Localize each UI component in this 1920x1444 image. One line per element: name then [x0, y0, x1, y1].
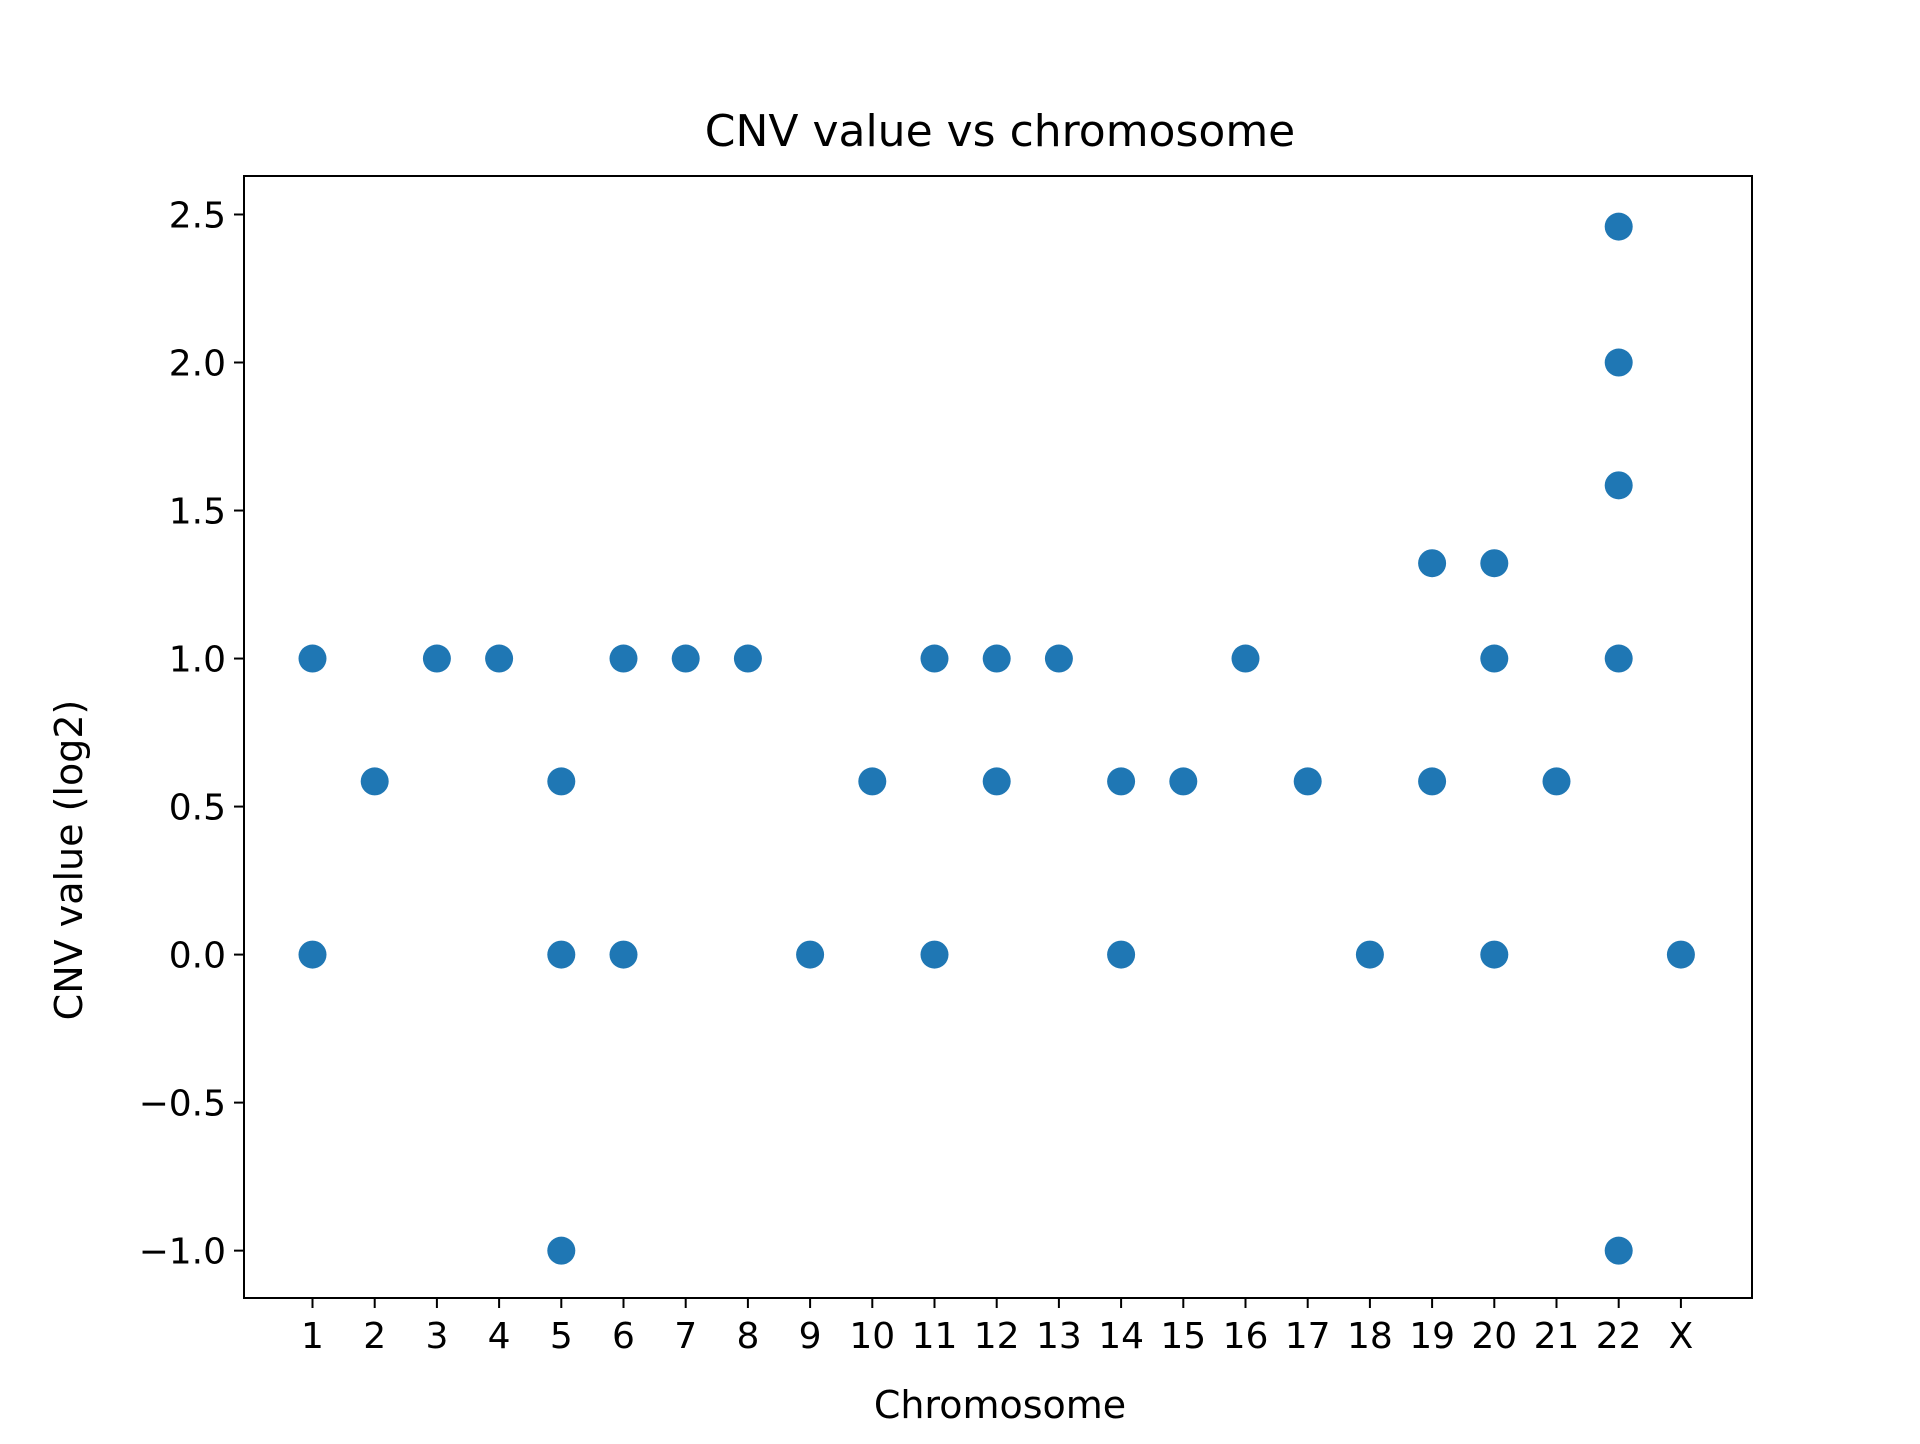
data-point [1480, 644, 1509, 673]
x-tick-label: 17 [1285, 1316, 1331, 1357]
data-point [1604, 644, 1633, 673]
x-tick-label: 20 [1471, 1316, 1517, 1357]
data-point [1418, 549, 1447, 578]
data-point [1107, 940, 1136, 969]
x-tick-label: 2 [363, 1316, 386, 1357]
x-tick-label: 8 [736, 1316, 759, 1357]
data-point [547, 940, 576, 969]
data-point [1480, 549, 1509, 578]
data-point [1231, 644, 1260, 673]
data-point [858, 767, 887, 796]
x-tick-label: 14 [1098, 1316, 1144, 1357]
data-point [920, 644, 949, 673]
x-axis-label: Chromosome [874, 1383, 1126, 1427]
data-point [422, 644, 451, 673]
y-tick-label: 0.5 [169, 788, 226, 829]
y-tick-label: 2.0 [169, 344, 226, 385]
x-tick-label: 22 [1596, 1316, 1642, 1357]
x-tick-label: 15 [1160, 1316, 1206, 1357]
data-point [1355, 940, 1384, 969]
plot-area-frame [243, 175, 1753, 1299]
x-axis-ticks: 1 2 3 4 5 6 7 8 9 10 11 12 13 14 15 16 17 18 19 20 21 22 X [301, 1298, 1693, 1357]
y-tick-label: −1.0 [139, 1232, 226, 1273]
x-tick-label: 13 [1036, 1316, 1082, 1357]
x-tick-label: 11 [912, 1316, 958, 1357]
data-point [298, 644, 327, 673]
data-point [1293, 767, 1322, 796]
y-tick-label: 1.0 [169, 640, 226, 681]
x-tick-label: 6 [612, 1316, 635, 1357]
data-points [298, 212, 1695, 1265]
x-tick-label: 10 [849, 1316, 895, 1357]
data-point [609, 644, 638, 673]
data-point [360, 767, 389, 796]
y-tick-label: 1.5 [169, 492, 226, 533]
data-point [1604, 1236, 1633, 1265]
y-axis-label: CNV value (log2) [47, 700, 91, 1021]
data-point [547, 1236, 576, 1265]
x-tick-label: 12 [974, 1316, 1020, 1357]
data-point [1604, 348, 1633, 377]
y-axis-ticks: −1.0 −0.5 0.0 0.5 1.0 1.5 2.0 2.5 [139, 195, 244, 1273]
data-point [1480, 940, 1509, 969]
x-tick-label: 18 [1347, 1316, 1393, 1357]
x-tick-label: 7 [674, 1316, 697, 1357]
x-tick-label: 1 [301, 1316, 324, 1357]
x-tick-label: 16 [1223, 1316, 1269, 1357]
y-tick-label: −0.5 [139, 1084, 226, 1125]
data-point [920, 940, 949, 969]
data-point [547, 767, 576, 796]
y-tick-label: 2.5 [169, 195, 226, 236]
data-point [1542, 767, 1571, 796]
data-point [733, 644, 762, 673]
x-tick-label: 3 [425, 1316, 448, 1357]
x-tick-label: 19 [1409, 1316, 1455, 1357]
data-point [671, 644, 700, 673]
data-point [298, 940, 327, 969]
x-tick-label: 4 [488, 1316, 511, 1357]
chart-title: CNV value vs chromosome [705, 106, 1296, 157]
data-point [982, 767, 1011, 796]
x-tick-label: X [1669, 1316, 1694, 1357]
x-tick-label: 21 [1534, 1316, 1580, 1357]
data-point [1666, 940, 1695, 969]
data-point [796, 940, 825, 969]
x-tick-label: 9 [799, 1316, 822, 1357]
data-point [1418, 767, 1447, 796]
data-point [485, 644, 514, 673]
data-point [609, 940, 638, 969]
data-point [1604, 212, 1633, 241]
data-point [982, 644, 1011, 673]
data-point [1044, 644, 1073, 673]
data-point [1169, 767, 1198, 796]
data-point [1107, 767, 1136, 796]
x-tick-label: 5 [550, 1316, 573, 1357]
data-point [1604, 471, 1633, 500]
y-tick-label: 0.0 [169, 936, 226, 977]
